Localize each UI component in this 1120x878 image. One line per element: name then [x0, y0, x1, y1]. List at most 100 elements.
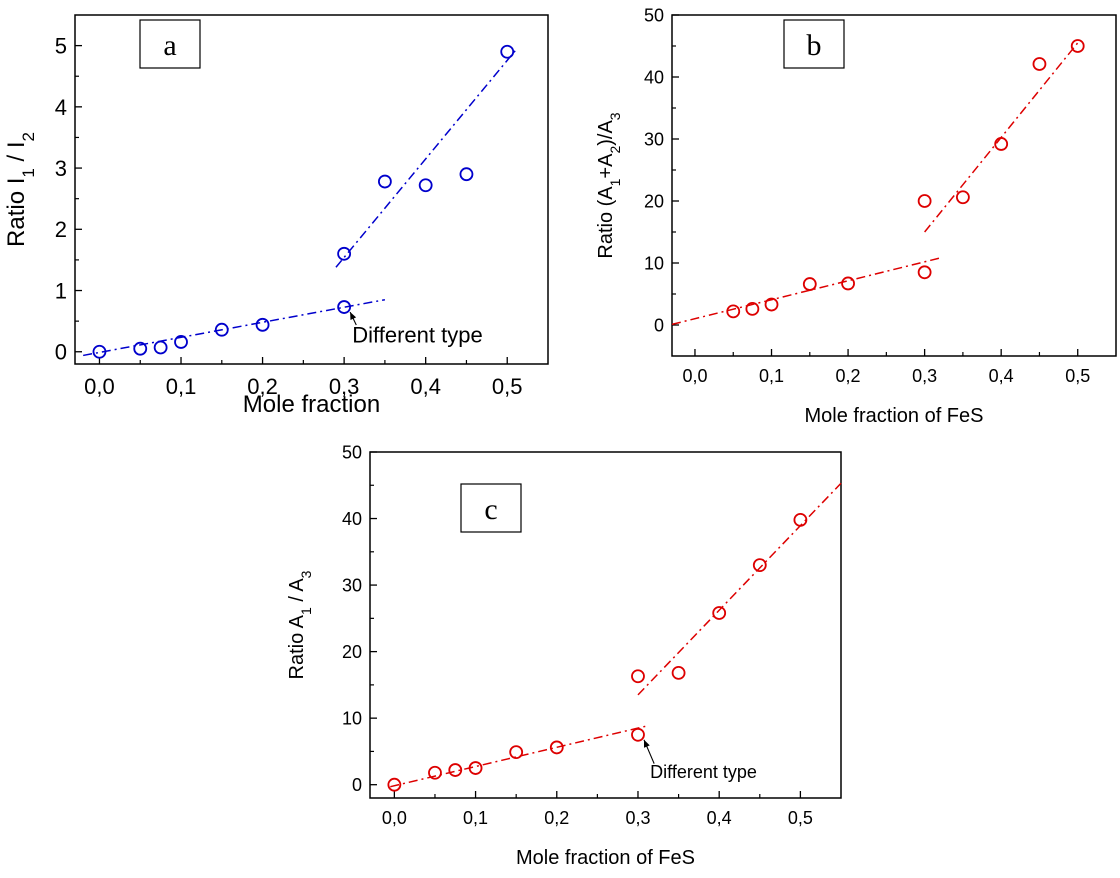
- panel-b: 0,0 0,1 0,2 0,3 0,4 0,5 0 10 20 30 40 50 Mole fracti…: [595, 5, 1117, 427]
- y-tick-label: 5: [55, 34, 67, 59]
- data-point: [793, 512, 808, 527]
- y-tick-label: 30: [644, 129, 664, 149]
- data-point: [448, 763, 463, 777]
- data-point: [994, 137, 1009, 151]
- y-axis-label-part: 1: [607, 178, 623, 186]
- y-tick-label: 20: [342, 642, 362, 662]
- data-point: [917, 194, 932, 208]
- x-tick-label: 0,0: [682, 366, 707, 386]
- y-tick-label: 50: [342, 442, 362, 462]
- x-tick-label: 0,4: [989, 366, 1014, 386]
- data-point: [509, 745, 524, 759]
- data-point: [726, 304, 741, 319]
- data-point: [428, 765, 442, 780]
- data-point: [337, 300, 352, 314]
- y-tick-label: 20: [644, 191, 664, 211]
- y-axis-label-part: 1: [19, 168, 38, 177]
- fit-line: [671, 257, 941, 326]
- x-tick-label: 0,4: [707, 808, 732, 828]
- x-tick-label: 0,2: [247, 374, 278, 399]
- x-tick-label: 0,2: [836, 366, 861, 386]
- data-point: [802, 277, 817, 291]
- data-point: [387, 777, 402, 792]
- x-tick-label: 0,0: [84, 374, 115, 399]
- panel-c: 0,0 0,1 0,2 0,3 0,4 0,5 0 10 20 30 40 50 Mole fracti…: [286, 442, 842, 869]
- data-point: [631, 669, 645, 684]
- y-axis-label-part: Ratio (A: [595, 186, 617, 259]
- y-tick-label: 2: [55, 217, 67, 242]
- x-tick-label: 0,3: [625, 808, 650, 828]
- y-tick-label: 50: [644, 5, 664, 25]
- x-tick-label: 0,5: [1065, 366, 1090, 386]
- y-tick-label: 1: [55, 278, 67, 303]
- data-point: [92, 344, 107, 359]
- y-tick-label: 0: [654, 315, 664, 335]
- data-point: [671, 666, 686, 680]
- x-tick-label: 0,1: [759, 366, 784, 386]
- x-tick-label: 0,4: [410, 374, 441, 399]
- y-axis-label-part: 3: [298, 570, 314, 578]
- panel-a: 0,0 0,1 0,2 0,3 0,4 0,5 0 1 2 3 4 5 Mole fraction Rat…: [3, 14, 549, 418]
- x-tick-label: 0,2: [544, 808, 569, 828]
- x-axis-label: Mole fraction: [243, 391, 380, 418]
- x-tick-label: 0,5: [788, 808, 813, 828]
- annotation-arrow-head: [643, 739, 650, 748]
- y-axis-label-part: / I: [3, 141, 30, 168]
- annotation-label: Different type: [650, 762, 757, 782]
- y-axis-label: Ratio A1 / A3: [286, 570, 314, 679]
- y-tick-label: 0: [352, 775, 362, 795]
- fit-line: [637, 482, 842, 696]
- y-tick-label: 3: [55, 156, 67, 181]
- data-point: [764, 297, 779, 312]
- data-point: [255, 317, 270, 332]
- fit-line: [335, 50, 516, 268]
- x-tick-label: 0,3: [912, 366, 937, 386]
- x-axis-label: Mole fraction of FeS: [805, 405, 984, 427]
- data-point: [917, 265, 932, 280]
- y-tick-label: 10: [342, 709, 362, 729]
- panel-label-box: [460, 483, 522, 533]
- panel-label-box: [783, 19, 845, 69]
- y-axis-label-part: +A: [595, 153, 617, 179]
- y-tick-label: 10: [644, 253, 664, 273]
- panel-label: c: [484, 493, 497, 526]
- data-point: [377, 174, 392, 189]
- data-point: [153, 340, 168, 355]
- y-tick-label: 0: [55, 340, 67, 365]
- y-tick-label: 4: [55, 95, 67, 120]
- data-point: [712, 606, 727, 620]
- y-axis-label-part: Ratio A: [286, 614, 308, 679]
- data-point: [459, 167, 474, 182]
- x-tick-label: 0,0: [382, 808, 407, 828]
- y-axis-label-part: / A: [286, 578, 308, 608]
- x-tick-label: 0,1: [166, 374, 197, 399]
- data-point: [1032, 57, 1047, 71]
- fit-line: [390, 725, 647, 788]
- plot-frame: [369, 451, 842, 799]
- y-tick-label: 30: [342, 576, 362, 596]
- data-point: [133, 341, 148, 356]
- data-point: [549, 740, 564, 755]
- y-tick-label: 40: [342, 509, 362, 529]
- data-point: [468, 761, 483, 775]
- data-point: [955, 190, 970, 205]
- plot-frame: [671, 14, 1117, 357]
- data-point: [1070, 39, 1085, 53]
- y-axis-label-part: 2: [607, 146, 623, 154]
- y-axis-label: Ratio I1 / I2: [3, 132, 38, 247]
- panel-label-box: [139, 19, 201, 69]
- data-point: [841, 276, 855, 291]
- fit-line: [83, 298, 386, 357]
- annotation-arrow-head: [350, 312, 357, 321]
- x-tick-label: 0,1: [463, 808, 488, 828]
- y-axis-label-part: Ratio I: [3, 178, 30, 247]
- data-point: [174, 335, 188, 349]
- data-point: [337, 246, 352, 261]
- data-point: [214, 322, 229, 337]
- y-tick-label: 40: [644, 67, 664, 87]
- data-point: [745, 301, 760, 316]
- y-axis-label-part: 2: [19, 132, 38, 141]
- y-axis-label-part: 3: [607, 112, 623, 120]
- x-tick-label: 0,5: [492, 374, 523, 399]
